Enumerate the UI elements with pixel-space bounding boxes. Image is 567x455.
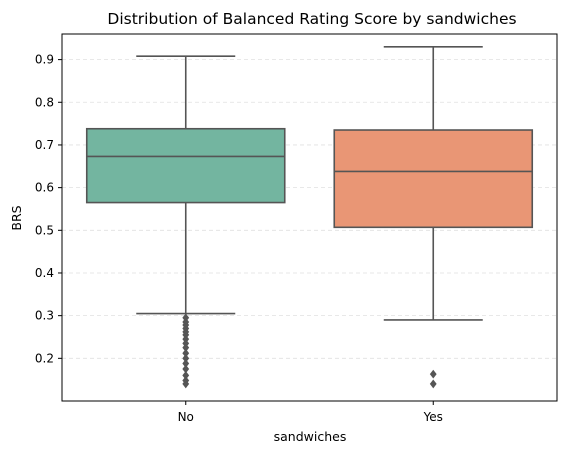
x-axis: No Yes (178, 401, 443, 424)
x-axis-label: sandwiches (274, 429, 347, 444)
iqr-box (87, 129, 285, 203)
y-tick-label: 0.4 (35, 266, 54, 280)
x-tick-label: No (178, 410, 194, 424)
y-tick-label: 0.5 (35, 223, 54, 237)
outlier-point (430, 370, 437, 379)
y-tick-label: 0.3 (35, 309, 54, 323)
y-tick-label: 0.9 (35, 53, 54, 67)
box-group-no (87, 56, 285, 388)
y-axis: 0.2 0.3 0.4 0.5 0.6 0.7 0.8 0.9 (35, 53, 62, 366)
y-tick-label: 0.2 (35, 351, 54, 365)
outlier-point (430, 380, 437, 389)
y-tick-label: 0.8 (35, 95, 54, 109)
y-tick-label: 0.6 (35, 181, 54, 195)
y-tick-label: 0.7 (35, 138, 54, 152)
box-group-yes (334, 47, 532, 389)
x-tick-label: Yes (423, 410, 443, 424)
chart-title: Distribution of Balanced Rating Score by… (107, 10, 516, 28)
box-series (87, 47, 533, 389)
iqr-box (334, 130, 532, 227)
y-axis-label: BRS (9, 205, 24, 230)
